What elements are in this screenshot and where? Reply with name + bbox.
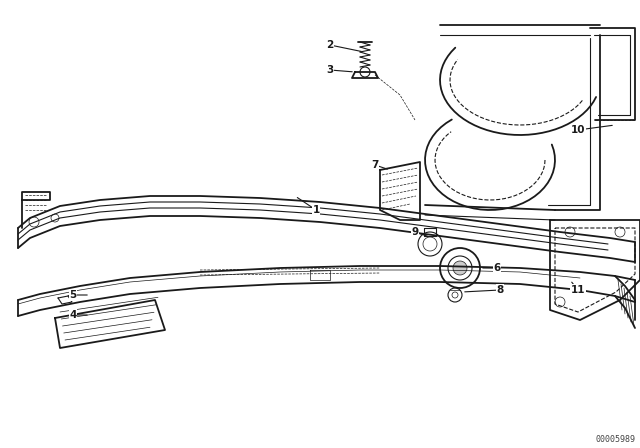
Text: 5: 5: [69, 290, 77, 300]
Text: 1: 1: [312, 205, 319, 215]
Text: 2: 2: [326, 40, 333, 50]
Text: 9: 9: [412, 227, 419, 237]
Text: 3: 3: [326, 65, 333, 75]
Text: 4: 4: [69, 310, 77, 320]
Text: 11: 11: [571, 285, 585, 295]
Text: 00005989: 00005989: [595, 435, 635, 444]
Text: 6: 6: [493, 263, 500, 273]
Text: 7: 7: [371, 160, 379, 170]
Circle shape: [453, 261, 467, 275]
Text: 10: 10: [571, 125, 585, 135]
Text: 8: 8: [497, 285, 504, 295]
